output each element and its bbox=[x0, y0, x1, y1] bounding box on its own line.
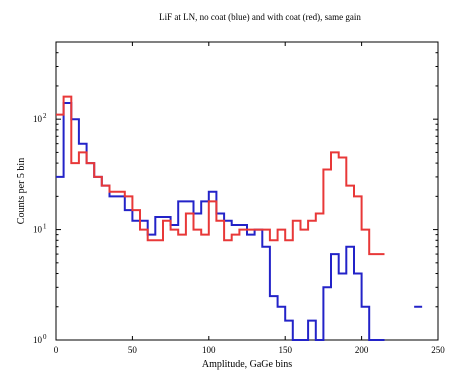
x-tick-label: 100 bbox=[202, 345, 216, 355]
series-layer bbox=[56, 95, 423, 341]
x-axis-label: Amplitude, GaGe bins bbox=[202, 359, 292, 370]
y-tick-label: 10 bbox=[33, 335, 43, 345]
series-red-line bbox=[56, 95, 385, 256]
x-tick-label: 0 bbox=[54, 345, 59, 355]
y-axis-label: Counts per 5 bin bbox=[16, 158, 27, 224]
x-tick-label: 250 bbox=[431, 345, 445, 355]
plot-area bbox=[55, 41, 439, 341]
y-tick-label: 10 bbox=[33, 114, 43, 124]
x-tick-label: 200 bbox=[355, 345, 369, 355]
chart-title: LiF at LN, no coat (blue) and with coat … bbox=[159, 12, 361, 22]
x-tick-label: 50 bbox=[128, 345, 138, 355]
y-tick-exponent: 2 bbox=[43, 112, 47, 120]
x-tick-label: 150 bbox=[278, 345, 292, 355]
y-tick-label: 10 bbox=[33, 225, 43, 235]
y-tick-exponent: 1 bbox=[43, 223, 47, 231]
y-tick-exponent: 0 bbox=[43, 333, 47, 341]
